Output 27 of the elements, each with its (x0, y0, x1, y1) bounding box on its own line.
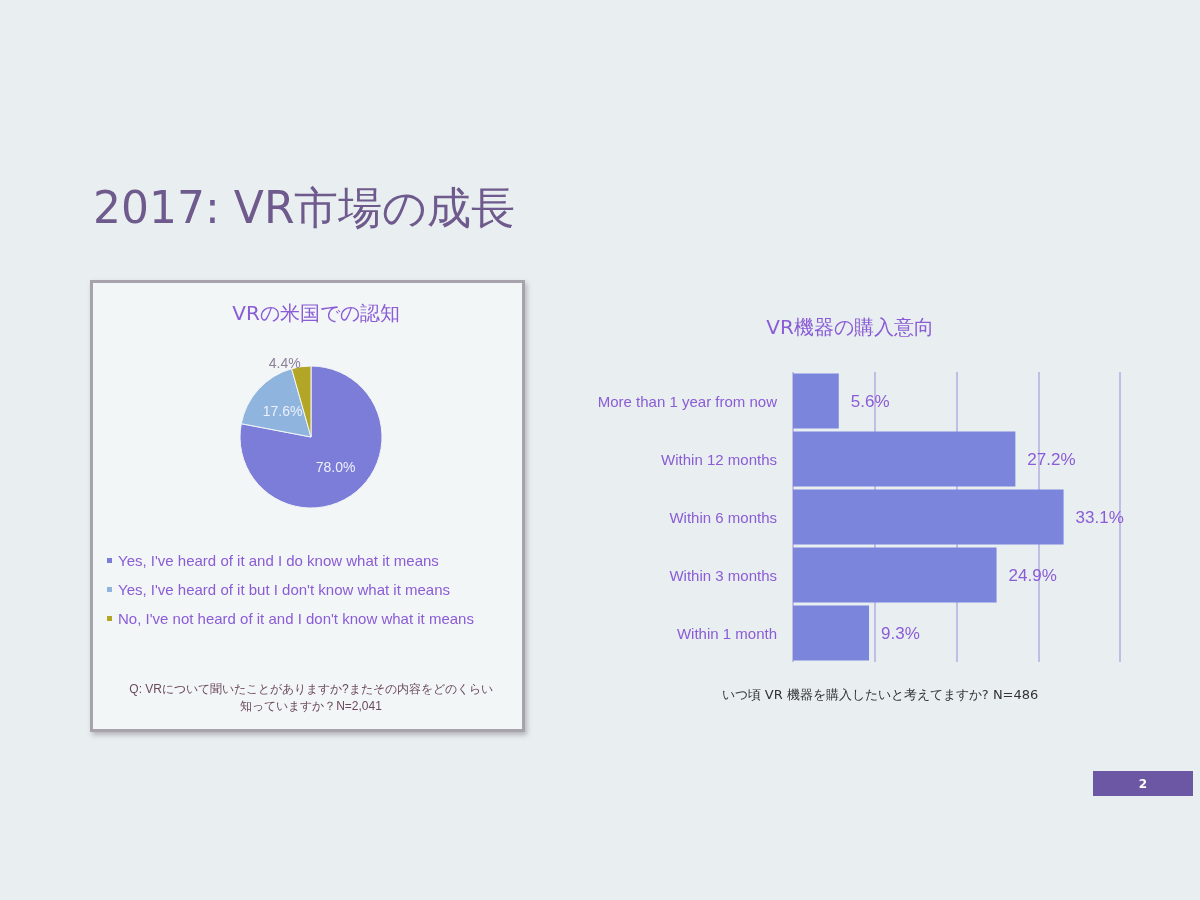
data-label: 5.6% (850, 391, 890, 411)
bar (793, 431, 1016, 487)
chart-title: 2017: VR市場の成長 (93, 181, 516, 233)
chart-title: VR機器の購入意向 (766, 315, 934, 339)
bar (793, 605, 870, 661)
y-tick-label: Within 1 month (676, 624, 777, 642)
text: Q: VRについて聞いたことがありますか?またその内容をどのくらい知っていますか？N=2,041 (129, 681, 493, 713)
y-tick-label: Within 6 months (669, 508, 777, 526)
chart-subtitle: VRの米国での認知 (232, 301, 400, 325)
text: いつ頃 VR 機器を購入したいと考えてますか? N=486 (721, 687, 1039, 702)
legend-label: Yes, I've heard of it and I do know what it means (118, 552, 439, 569)
bar (793, 489, 1064, 545)
y-tick-label: Within 12 months (661, 450, 777, 468)
data-label: 4.4% (268, 354, 301, 371)
data-label: 17.6% (262, 403, 303, 419)
data-label: 9.3% (881, 623, 920, 643)
y-tick-label: Within 3 months (669, 566, 777, 584)
data-label: 78.0% (315, 458, 356, 475)
text: 2 (1093, 771, 1193, 796)
legend-label: Yes, I've heard of it but I don't know what it means (118, 581, 451, 598)
bar (793, 547, 997, 603)
y-tick-label: More than 1 year from now (597, 392, 778, 410)
bar (793, 373, 839, 429)
data-label: 33.1% (1075, 507, 1124, 527)
data-label: 27.2% (1027, 449, 1076, 469)
data-label: 24.9% (1008, 565, 1057, 585)
legend-label: No, I've not heard of it and I don't know what it means (118, 610, 474, 627)
